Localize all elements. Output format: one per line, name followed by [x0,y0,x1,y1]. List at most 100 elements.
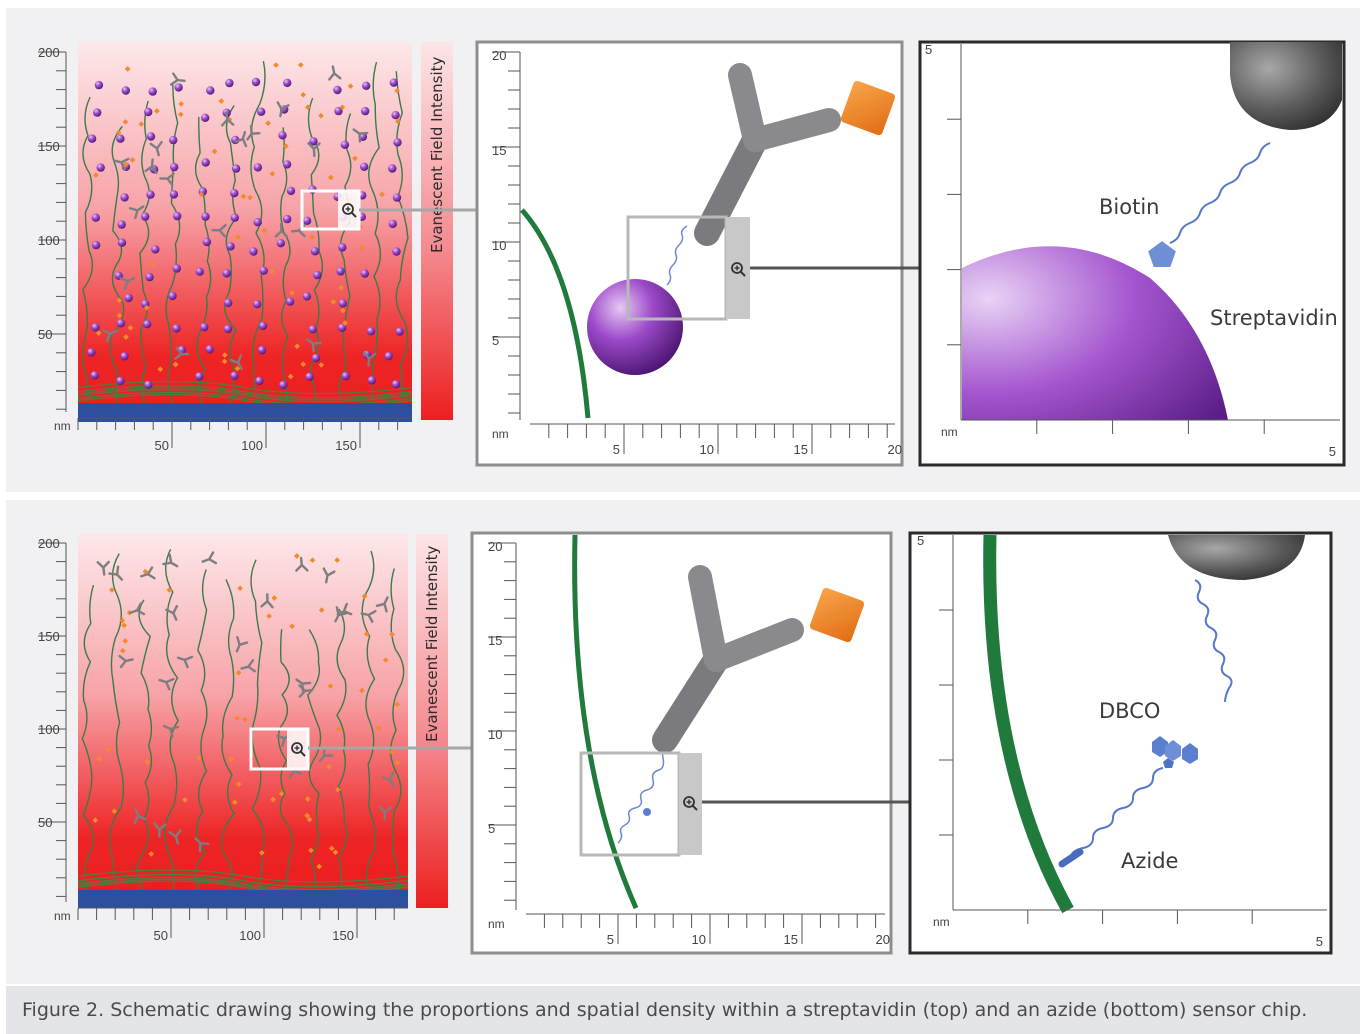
antibody-stroke [159,172,175,187]
antibody-stroke [140,566,156,580]
antigen-dot [289,290,295,296]
intensity-bar [421,42,453,420]
antibody-glyph [328,65,342,81]
streptavidin-particle [310,247,320,256]
streptavidin-particle [395,327,404,336]
antibody [652,565,804,753]
antibody-stroke [336,602,353,616]
antigen-dot [127,324,134,331]
antigen-dot [308,847,314,854]
antibody-glyph [246,124,261,141]
streptavidin-particle [391,111,400,120]
streptavidin-particle [337,323,347,332]
antigen-dot [157,366,164,373]
y-tick-label: 100 [38,722,60,737]
antigen-dot [93,172,99,178]
antigen-dot [109,587,115,593]
y-tick-label: 5 [925,42,932,57]
antibody-glyph [381,771,396,788]
streptavidin-particle [91,323,100,332]
y-tick-label: 5 [488,821,495,836]
polymer-chain [368,61,382,406]
streptavidin-particle [391,380,401,389]
polymer-chain [306,629,322,893]
mid-zoom-box[interactable] [579,751,702,857]
antibody-glyph [336,602,353,616]
streptavidin-particle [202,237,212,247]
antibody-stroke [220,111,235,127]
antigen-dot [359,245,366,251]
antigen-dot [287,373,294,380]
streptavidin-particle [200,322,209,332]
antibody-stroke [144,158,158,175]
antigen-dot [394,759,401,766]
streptavidin-particle [117,238,127,247]
antigen-dot [122,119,129,125]
streptavidin-particle [282,160,292,169]
linker-chain [666,225,688,286]
antibody-glyph [158,677,175,691]
antibody-stroke [274,222,289,238]
antigen-dot [278,790,285,797]
antibody-stroke [211,223,227,238]
antibody-stroke [153,822,167,838]
antigen-block [809,587,865,643]
y-tick-label: 50 [38,327,52,342]
top-mid-zoom-panel: 20 15 10 5 5 10 15 20 nm [475,40,904,467]
polymer-strand [520,208,591,419]
antibody-stroke [201,551,218,565]
antigen-dot [309,234,315,241]
polymer-chain [139,100,150,406]
unit-label: nm [492,427,509,441]
antigen-dot [327,174,334,181]
streptavidin-particle [121,86,130,95]
streptavidin-particle [174,83,183,92]
antibody-tip [1168,535,1305,580]
antibody-glyph [194,837,210,853]
antigen-dot [318,607,325,613]
antigen-dot [330,299,337,305]
antigen-dot [294,553,300,559]
antibody-stroke [234,130,248,148]
polymer-chain [277,629,294,893]
streptavidin-particle [168,291,177,301]
x-tick-label: 5 [607,932,614,947]
streptavidin-particle [302,292,312,301]
mid-zoom-box[interactable] [626,215,750,321]
y-tick-label: 5 [492,333,499,348]
figure-caption: Figure 2. Schematic drawing showing the … [6,986,1360,1034]
antibody-stroke [162,724,180,738]
y-tick-label: 150 [38,139,60,154]
dbco-label: DBCO [1099,699,1160,723]
x-tick-label: 150 [335,438,357,453]
x-tick-label: 10 [700,442,714,457]
antibody-stroke [96,560,110,576]
biotin-linker [1169,142,1271,244]
streptavidin-particle [230,371,239,380]
antigen-dot [265,120,271,127]
antibody-stroke [165,604,179,621]
streptavidin-particle [225,78,234,88]
bottom-axes-c: 5 5 nm [917,533,1327,949]
antibody-glyph [144,158,158,175]
dbco-dot [643,808,651,816]
antigen-dot [359,687,365,694]
antigen-dot [144,759,151,765]
y-tick-label: 5 [917,533,924,548]
antibody-glyph [274,222,289,238]
x-tick-label: 20 [876,932,890,947]
antibody-stroke [363,351,377,367]
y-tick-label: 100 [38,233,60,248]
antigen-dot [361,593,368,600]
antibody-glyph [378,805,393,821]
antigen-dot [138,121,145,127]
antigen-dot [327,683,334,689]
antibody-glyph [234,130,248,148]
x-tick-label: 100 [239,928,261,943]
streptavidin-particle [336,267,345,276]
antigen-dot [211,148,218,155]
y-tick-label: 20 [492,48,506,63]
streptavidin-particle [205,345,214,354]
streptavidin-particle [173,211,182,221]
antigen-dot [234,715,240,722]
